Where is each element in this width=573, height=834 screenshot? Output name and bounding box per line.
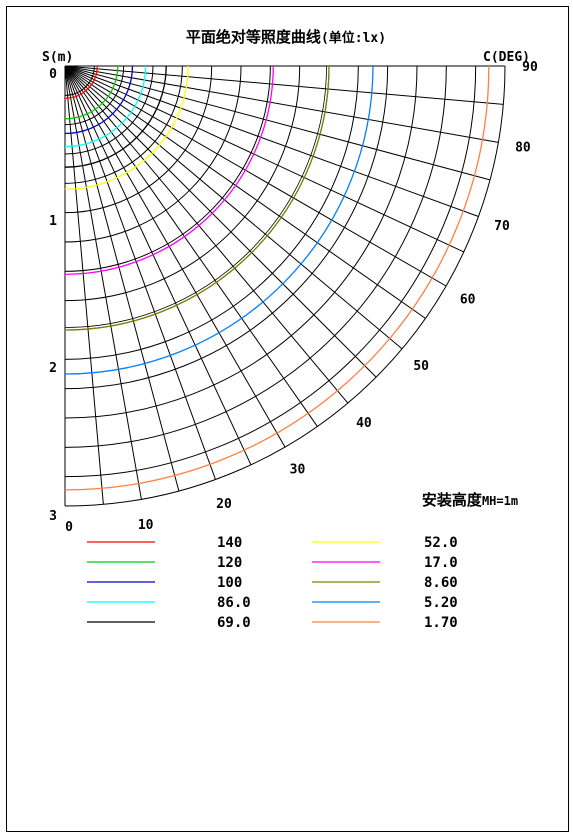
grid-spoke xyxy=(64,65,504,105)
grid-spoke xyxy=(64,65,403,350)
grid-spoke xyxy=(64,65,216,480)
legend-label: 52.0 xyxy=(424,535,458,551)
radial-tick-label: 1 xyxy=(49,214,57,229)
grid-spoke xyxy=(64,65,286,448)
isolux-curve xyxy=(64,65,189,190)
isolux-curve xyxy=(64,65,119,120)
mount-height-annotation: 安装高度MH=1m xyxy=(422,491,518,509)
angle-tick-label: 90 xyxy=(522,60,538,75)
isolux-curve xyxy=(64,65,134,135)
angle-tick-label: 80 xyxy=(515,141,531,156)
grid-spoke xyxy=(64,65,377,378)
grid-spoke xyxy=(64,65,447,287)
radial-tick-label: 0 xyxy=(49,67,57,82)
isolux-curve xyxy=(64,65,274,275)
polar-grid xyxy=(64,65,506,507)
angle-tick-label: 0 xyxy=(65,520,73,535)
legend-label: 86.0 xyxy=(217,595,251,611)
mount-height-value: MH=1m xyxy=(482,494,518,508)
grid-spoke xyxy=(64,65,464,253)
radial-axis-label: S(m) xyxy=(42,50,73,65)
isolux-curve xyxy=(64,65,167,168)
isolux-curve xyxy=(64,65,374,375)
isolux-curves xyxy=(64,65,490,491)
isolux-curve xyxy=(64,65,147,148)
grid-spoke xyxy=(64,65,142,500)
chart-title-unit: (单位:lx) xyxy=(321,30,386,46)
angle-tick-label: 70 xyxy=(494,219,510,234)
grid-spoke xyxy=(64,65,318,427)
grid-spoke xyxy=(64,65,252,465)
angle-tick-label: 20 xyxy=(216,497,232,512)
isolux-curve xyxy=(64,65,98,99)
isolux-curve xyxy=(64,65,490,491)
chart-frame xyxy=(6,6,569,832)
chart-title: 平面绝对等照度曲线(单位:lx) xyxy=(186,28,386,46)
grid-spoke xyxy=(64,65,499,143)
legend-label: 8.60 xyxy=(424,575,458,591)
legend-label: 1.70 xyxy=(424,615,458,631)
radial-tick-label: 3 xyxy=(49,509,57,524)
grid-spoke xyxy=(64,65,426,319)
legend-label: 69.0 xyxy=(217,615,251,631)
legend-label: 17.0 xyxy=(424,555,458,571)
angle-tick-label: 50 xyxy=(413,359,429,374)
legend-label: 120 xyxy=(217,555,242,571)
grid-spoke xyxy=(64,65,104,505)
grid-spoke xyxy=(64,65,180,492)
grid-spoke xyxy=(64,65,491,181)
angle-axis-label: C(DEG) xyxy=(483,50,530,65)
angle-tick-label: 30 xyxy=(290,463,306,478)
isolux-curve-outline xyxy=(64,65,327,328)
isolux-curve xyxy=(64,65,330,331)
angle-tick-label: 60 xyxy=(460,293,476,308)
legend-label: 140 xyxy=(217,535,242,551)
legend-label: 100 xyxy=(217,575,242,591)
angle-tick-label: 40 xyxy=(356,416,372,431)
legend: 140 120 100 86.0 69.0 52.0 17.0 8.60 5.20 1.70 xyxy=(87,535,458,631)
grid-spoke xyxy=(64,65,479,217)
radial-tick-label: 2 xyxy=(49,361,57,376)
mount-height-label: 安装高度 xyxy=(422,491,483,509)
grid-spoke xyxy=(64,65,349,404)
chart-title-main: 平面绝对等照度曲线 xyxy=(186,28,321,46)
angle-tick-label: 10 xyxy=(138,518,154,533)
legend-label: 5.20 xyxy=(424,595,458,611)
